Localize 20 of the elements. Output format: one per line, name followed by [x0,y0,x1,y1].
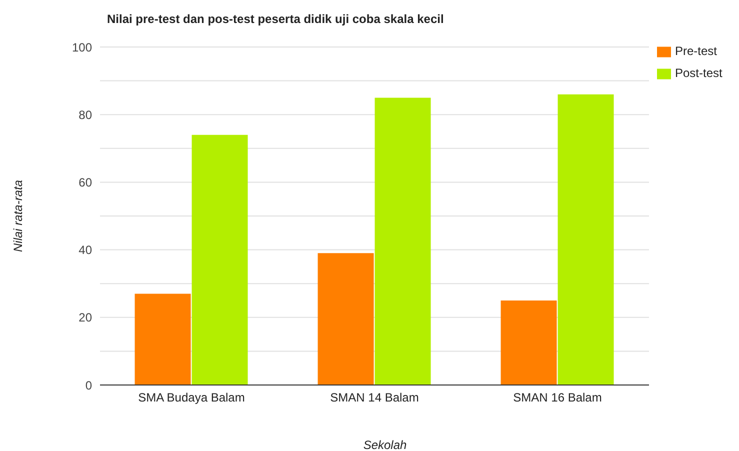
x-axis-title: Sekolah [363,438,407,451]
bar [374,98,431,385]
x-tick-label: SMA Budaya Balam [138,390,245,405]
bar [558,94,614,385]
y-tick-label: 20 [78,310,92,325]
y-tick-label: 0 [85,378,92,392]
bar [318,253,374,385]
y-tick-label: 80 [78,108,92,122]
chart-title: Nilai pre-test dan pos-test peserta didik uji coba skala kecil [107,12,444,26]
legend-label: Pre-test [675,43,718,60]
legend-label: Post-test [675,65,722,82]
bar [134,294,191,385]
x-tick-label: SMAN 16 Balam [513,390,602,405]
y-tick-label: 60 [78,175,92,190]
y-tick-label: 40 [78,243,92,258]
y-axis-title: Nilai rata-rata [11,180,25,252]
bar [192,134,248,385]
y-tick-label: 100 [72,40,92,54]
bar [500,300,557,385]
x-tick-label: SMAN 14 Balam [330,390,419,405]
